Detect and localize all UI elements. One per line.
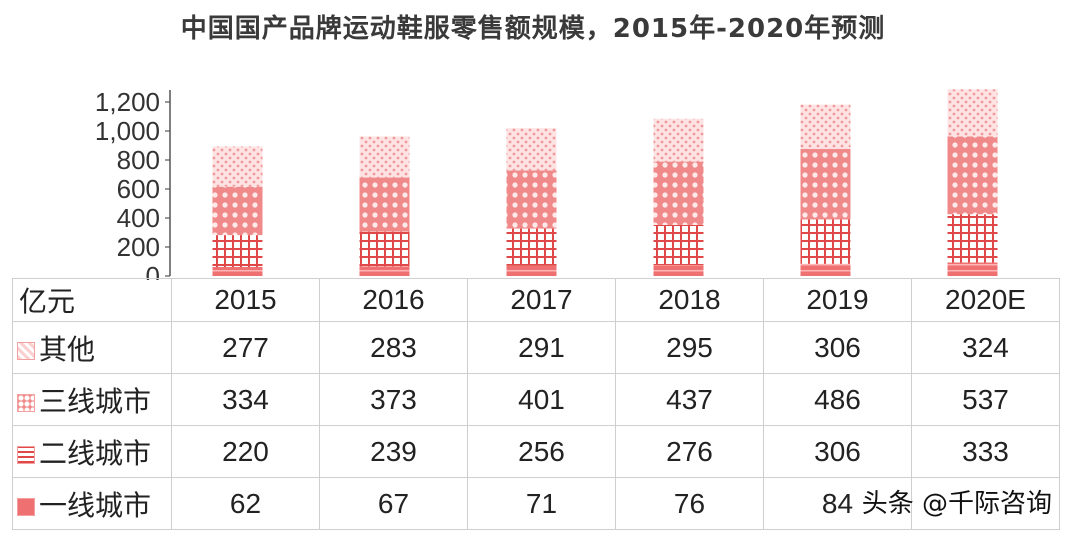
table-header-year: 2015 bbox=[171, 278, 320, 322]
bar-segment bbox=[212, 146, 263, 187]
y-tick-label: 400 bbox=[117, 203, 160, 233]
table-cell: 277 bbox=[171, 321, 320, 374]
table-cell: 373 bbox=[319, 373, 468, 426]
table-cell: 324 bbox=[911, 321, 1060, 374]
y-tick-label: 800 bbox=[117, 145, 160, 175]
bar-segment bbox=[359, 266, 410, 276]
watermark-text: 头条 @千际咨询 bbox=[861, 489, 1052, 519]
table-cell: 295 bbox=[615, 321, 764, 374]
legend-swatch-icon bbox=[17, 445, 35, 464]
bar-segment bbox=[359, 136, 410, 178]
legend-swatch-icon bbox=[17, 341, 35, 360]
bar-segment bbox=[800, 148, 851, 220]
table-cell: 67 bbox=[319, 477, 468, 530]
y-tick-label: 1,000 bbox=[95, 116, 160, 146]
y-tick-label: 200 bbox=[117, 232, 160, 262]
table-cell: 306 bbox=[763, 425, 912, 478]
bar-segment bbox=[947, 136, 998, 215]
table-cell: 334 bbox=[171, 373, 320, 426]
bar-segment bbox=[800, 263, 851, 276]
table-header-year: 2017 bbox=[467, 278, 616, 322]
bar-segment bbox=[653, 161, 704, 225]
table-cell: 276 bbox=[615, 425, 764, 478]
bar-segment bbox=[212, 186, 263, 236]
table-header-year: 2016 bbox=[319, 278, 468, 322]
table-row: 二线城市 220 239 256 276 306 333 bbox=[12, 425, 1060, 478]
table-cell: 401 bbox=[467, 373, 616, 426]
bar-segment bbox=[506, 170, 557, 229]
bar-segment bbox=[653, 118, 704, 162]
bar-segment bbox=[800, 104, 851, 149]
legend-label: 其他 bbox=[39, 332, 96, 366]
bar-segment bbox=[506, 128, 557, 171]
bar-segment bbox=[947, 89, 998, 137]
table-header-year: 2018 bbox=[615, 278, 764, 322]
bar-segment bbox=[653, 224, 704, 265]
legend-entry: 一线城市 bbox=[12, 477, 172, 530]
bars-group bbox=[212, 89, 998, 276]
chart-title: 中国国产品牌运动鞋服零售额规模，2015年-2020年预测 bbox=[180, 14, 886, 44]
table-row: 三线城市 334 373 401 437 486 537 bbox=[12, 373, 1060, 426]
data-table: 亿元 2015 2016 2017 2018 2019 2020E 其他 277 283 291… bbox=[12, 278, 1060, 530]
bar-segment bbox=[947, 214, 998, 263]
bar-segment bbox=[212, 267, 263, 276]
table-cell: 62 bbox=[171, 477, 320, 530]
table-header-year: 2019 bbox=[763, 278, 912, 322]
bar-segment bbox=[506, 265, 557, 276]
legend-swatch-icon bbox=[17, 497, 35, 516]
table-cell: 71 bbox=[467, 477, 616, 530]
bar-segment bbox=[506, 228, 557, 266]
bar-segment bbox=[359, 231, 410, 267]
bar-segment bbox=[212, 235, 263, 268]
legend-label: 一线城市 bbox=[39, 488, 152, 522]
y-tick-label: 1,200 bbox=[95, 87, 160, 117]
y-tick-label: 0 bbox=[146, 261, 160, 280]
table-cell: 306 bbox=[763, 321, 912, 374]
legend-label: 二线城市 bbox=[39, 436, 152, 470]
table-cell: 291 bbox=[467, 321, 616, 374]
table-cell: 84 bbox=[763, 477, 912, 530]
table-cell: 333 bbox=[911, 425, 1060, 478]
table-cell: 76 bbox=[615, 477, 764, 530]
legend-swatch-icon bbox=[17, 393, 35, 412]
table-header-row: 亿元 2015 2016 2017 2018 2019 2020E bbox=[12, 278, 1060, 322]
bar-segment bbox=[359, 177, 410, 232]
bar-segment bbox=[653, 264, 704, 276]
legend-entry: 二线城市 bbox=[12, 425, 172, 478]
y-tick-label: 600 bbox=[117, 174, 160, 204]
table-cell bbox=[911, 477, 1060, 530]
table-row: 其他 277 283 291 295 306 324 bbox=[12, 321, 1060, 374]
legend-label: 三线城市 bbox=[39, 384, 152, 418]
table-cell: 537 bbox=[911, 373, 1060, 426]
table-row: 一线城市 62 67 71 76 84 bbox=[12, 477, 1060, 530]
bar-segment bbox=[800, 219, 851, 264]
table-cell: 256 bbox=[467, 425, 616, 478]
table-cell: 437 bbox=[615, 373, 764, 426]
unit-label: 亿元 bbox=[12, 278, 172, 322]
table-cell: 283 bbox=[319, 321, 468, 374]
legend-entry: 其他 bbox=[12, 321, 172, 374]
table-cell: 486 bbox=[763, 373, 912, 426]
table-cell: 220 bbox=[171, 425, 320, 478]
table-cell: 239 bbox=[319, 425, 468, 478]
table-header-year: 2020E bbox=[911, 278, 1060, 322]
bar-segment bbox=[947, 262, 998, 276]
legend-entry: 三线城市 bbox=[12, 373, 172, 426]
